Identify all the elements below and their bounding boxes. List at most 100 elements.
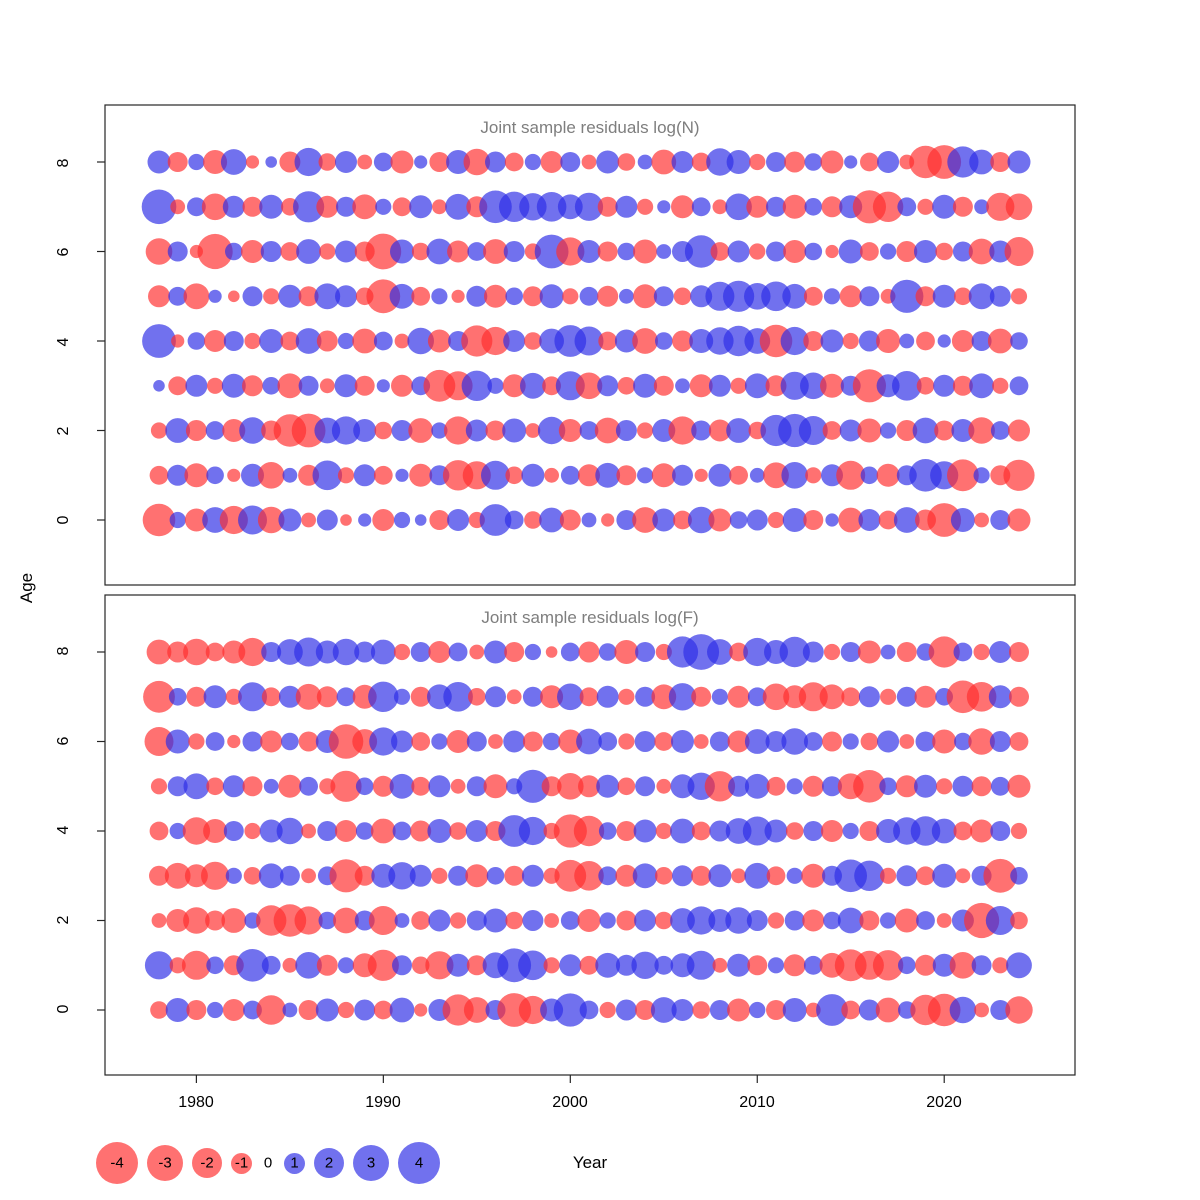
residual-bubble xyxy=(167,152,188,172)
residual-bubble xyxy=(635,776,656,797)
residual-bubble xyxy=(798,682,828,712)
residual-bubble xyxy=(632,863,658,889)
residual-bubble xyxy=(896,420,918,441)
residual-bubble xyxy=(257,462,285,489)
residual-bubble xyxy=(729,642,748,662)
residual-bubble xyxy=(672,330,693,352)
residual-bubble xyxy=(932,284,956,308)
residual-bubble xyxy=(708,463,732,487)
residual-bubble xyxy=(278,284,302,308)
residual-bubble xyxy=(319,378,335,394)
residual-bubble xyxy=(295,328,322,354)
legend-label: -2 xyxy=(200,1154,214,1172)
residual-bubble xyxy=(671,730,694,753)
residual-bubble xyxy=(221,373,246,398)
residual-bubble xyxy=(578,464,600,487)
residual-bubble xyxy=(821,820,843,842)
residual-bubble xyxy=(896,642,917,662)
residual-bubble xyxy=(614,640,639,664)
residual-bubble xyxy=(710,242,730,261)
residual-bubble xyxy=(144,951,174,980)
residual-bubble xyxy=(261,955,281,975)
residual-bubble xyxy=(391,374,413,397)
residual-bubble xyxy=(805,467,822,484)
legend-item: 2 xyxy=(314,1148,344,1178)
residual-bubble xyxy=(299,776,318,796)
residual-bubble xyxy=(617,777,636,796)
residual-bubble xyxy=(912,417,939,444)
residual-bubble xyxy=(556,237,585,266)
y-axis-label: Age xyxy=(17,572,36,604)
residual-bubble xyxy=(315,998,339,1022)
residual-bubble xyxy=(651,684,677,710)
residual-bubble xyxy=(841,687,861,707)
residual-bubble xyxy=(693,734,709,749)
residual-bubble xyxy=(370,639,396,665)
residual-bubble xyxy=(633,373,658,398)
residual-bubble xyxy=(574,326,604,356)
residual-bubble xyxy=(892,371,922,401)
residual-bubble xyxy=(1007,774,1031,798)
residual-bubble xyxy=(562,288,579,305)
residual-bubble xyxy=(336,687,356,707)
residual-bubble xyxy=(317,821,338,841)
residual-bubble xyxy=(973,643,990,661)
residual-bubble xyxy=(524,511,542,529)
residual-bubble xyxy=(691,420,712,441)
residual-bubble xyxy=(153,380,165,392)
residual-bubble xyxy=(1009,642,1029,662)
residual-bubble xyxy=(521,864,544,887)
legend-label: 3 xyxy=(366,1154,376,1172)
residual-bubble xyxy=(518,995,548,1025)
residual-bubble xyxy=(971,331,992,351)
residual-bubble xyxy=(220,149,247,175)
residual-bubble xyxy=(935,242,953,261)
residual-bubble xyxy=(823,643,841,661)
residual-bubble xyxy=(657,200,671,214)
residual-bubble xyxy=(149,821,169,841)
residual-bubble xyxy=(952,196,973,217)
residual-bubble xyxy=(188,153,205,171)
residual-bubble xyxy=(409,195,433,219)
residual-bubble xyxy=(823,911,841,930)
residual-bubble xyxy=(371,863,396,888)
residual-bubble xyxy=(169,822,186,840)
legend-item: -3 xyxy=(147,1145,183,1181)
residual-bubble xyxy=(183,907,210,934)
residual-bubble xyxy=(596,774,620,798)
residual-bubble xyxy=(877,151,900,173)
residual-bubble xyxy=(542,376,561,396)
residual-bubble xyxy=(1006,952,1032,979)
residual-bubble xyxy=(1010,288,1028,305)
residual-bubble xyxy=(858,509,881,531)
residual-bubble xyxy=(779,636,810,668)
residual-bubble xyxy=(798,416,828,445)
residual-bubble xyxy=(683,634,720,670)
panel-border xyxy=(104,104,1076,586)
residual-bubble xyxy=(352,194,378,220)
residual-bubble xyxy=(150,778,168,795)
residual-bubble xyxy=(725,193,752,221)
residual-bubble xyxy=(803,286,823,306)
residual-bubble xyxy=(257,506,285,534)
residual-bubble xyxy=(461,370,492,401)
residual-bubble xyxy=(448,865,469,886)
residual-bubble xyxy=(896,686,917,707)
residual-bubble xyxy=(409,463,433,487)
legend-item: 0 xyxy=(261,1155,275,1172)
residual-bubble xyxy=(637,198,654,215)
residual-bubble xyxy=(599,1001,616,1019)
residual-bubble xyxy=(899,734,915,749)
residual-bubble xyxy=(825,513,839,527)
residual-bubble xyxy=(301,868,316,884)
residual-bubble xyxy=(691,197,711,217)
residual-bubble xyxy=(481,326,510,356)
residual-bubble xyxy=(207,377,224,394)
residual-bubble xyxy=(989,285,1011,307)
x-tick-label: 1990 xyxy=(365,1094,401,1111)
residual-bubble xyxy=(505,911,523,930)
residual-bubble xyxy=(559,954,582,977)
residual-bubble xyxy=(974,199,989,215)
residual-bubble xyxy=(259,194,284,219)
